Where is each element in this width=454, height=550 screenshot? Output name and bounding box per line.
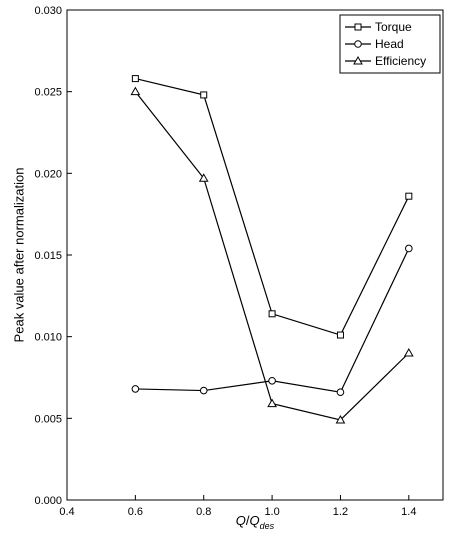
legend-items: Torque Head Efficiency xyxy=(345,20,426,68)
legend-label: Torque xyxy=(375,20,412,34)
x-tick-label: 0.4 xyxy=(59,506,74,518)
y-tick-label: 0.025 xyxy=(34,87,62,99)
square-marker xyxy=(131,75,139,83)
x-axis-label-q: Q xyxy=(236,513,246,528)
x-axis-label-subscript: des xyxy=(260,521,275,531)
circle-marker xyxy=(131,385,140,393)
x-axis-label: Q/Qdes xyxy=(236,513,275,531)
y-tick-label: 0.015 xyxy=(34,250,62,262)
x-tick-label: 1.0 xyxy=(264,506,279,518)
y-tick-label: 0.020 xyxy=(34,168,62,180)
series-head xyxy=(131,244,413,397)
x-tick-label: 0.8 xyxy=(196,506,211,518)
triangle-marker xyxy=(198,173,209,182)
series-efficiency xyxy=(130,86,414,424)
square-marker xyxy=(405,192,413,200)
circle-marker xyxy=(268,376,276,385)
x-tick-label: 1.2 xyxy=(333,506,348,518)
square-marker xyxy=(336,331,344,339)
triangle-marker xyxy=(403,347,414,357)
axis-ticks: 0.4 0.6 0.8 1.0 1.2 1.4 0.000 0.005 0.010 0.015 0.… xyxy=(34,5,416,518)
triangle-marker xyxy=(353,55,363,65)
y-axis-label: Peak value after normalization xyxy=(11,168,26,343)
legend: Torque Head Efficiency xyxy=(339,14,441,74)
triangle-marker xyxy=(267,398,277,408)
y-tick-label: 0.010 xyxy=(34,332,62,344)
y-tick-label: 0.000 xyxy=(34,495,62,507)
x-tick-label: 1.4 xyxy=(401,506,416,518)
square-marker xyxy=(354,23,362,31)
legend-item: Efficiency xyxy=(345,54,426,68)
circle-marker xyxy=(336,388,345,397)
x-axis-label-q-des: Q xyxy=(250,513,260,528)
x-axis-label-slash: / xyxy=(246,513,250,528)
plot-area xyxy=(66,9,444,501)
y-tick-label: 0.030 xyxy=(34,5,62,17)
square-marker xyxy=(268,310,276,318)
triangle-marker xyxy=(130,86,141,96)
legend-item: Head xyxy=(345,37,404,51)
legend-label: Efficiency xyxy=(375,54,426,68)
x-tick-label: 0.6 xyxy=(128,506,143,518)
legend-item: Torque xyxy=(345,20,412,34)
square-marker xyxy=(200,91,208,99)
y-tick-label: 0.005 xyxy=(34,413,62,425)
series-torque xyxy=(131,75,413,339)
circle-marker xyxy=(199,386,208,395)
circle-marker xyxy=(405,244,413,253)
triangle-marker xyxy=(335,414,346,424)
circle-marker xyxy=(354,40,362,48)
legend-label: Head xyxy=(375,37,404,51)
series-layer xyxy=(130,75,414,424)
